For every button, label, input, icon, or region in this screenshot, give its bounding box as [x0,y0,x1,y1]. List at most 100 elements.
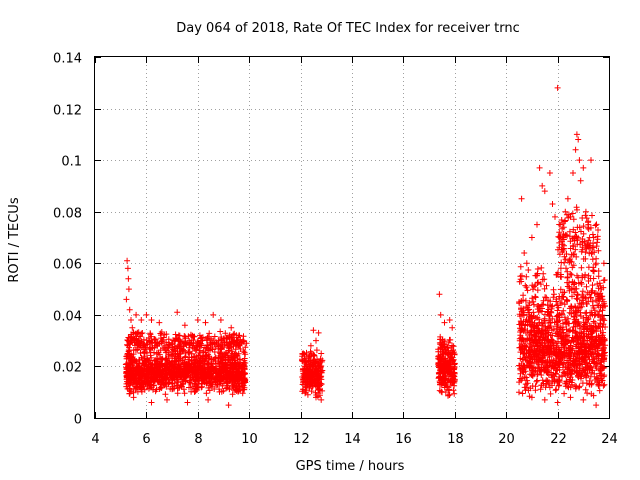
data-point [224,342,231,349]
data-point [561,289,568,296]
data-point [225,354,232,361]
data-point [169,383,176,390]
data-point [204,335,211,342]
data-point [181,322,188,329]
data-point [542,343,549,350]
data-point [177,372,184,379]
data-point [523,284,530,291]
data-point [600,382,607,389]
data-point [134,330,141,337]
data-point [182,333,189,340]
data-point [143,344,149,351]
data-point [526,331,533,338]
data-point [530,286,536,293]
y-tick-label: 0.04 [53,310,82,325]
data-point [584,326,591,332]
data-point [197,347,203,354]
data-point [588,381,595,388]
data-point [228,324,235,331]
data-point [585,316,592,322]
data-point [569,293,575,300]
data-point [585,221,592,228]
data-point [531,283,538,290]
data-point [528,312,535,319]
x-tick-label: 10 [241,432,258,447]
data-point [166,372,173,379]
data-point [162,370,169,377]
data-point [137,350,144,356]
data-point [589,231,596,238]
data-point [317,363,324,370]
data-point [206,375,213,382]
data-point [564,274,571,280]
data-point [536,164,543,171]
data-point [536,304,543,310]
data-point [533,347,540,354]
data-point [594,233,601,240]
data-point [147,330,154,337]
data-point [526,299,533,306]
data-point [226,334,233,341]
data-point [446,317,453,323]
data-point [577,177,584,184]
data-point [555,338,561,345]
data-point [559,234,566,241]
data-point [542,327,549,334]
data-point [194,357,201,364]
data-point [191,353,198,360]
data-point [574,224,581,231]
data-point [559,373,565,380]
data-point [222,330,229,337]
data-point [558,274,565,280]
data-point [125,286,132,293]
data-point [576,360,583,367]
data-point [575,136,582,143]
data-point [582,367,589,373]
data-point [540,270,547,277]
data-point [535,328,542,335]
data-point [179,338,186,345]
data-point [146,357,153,364]
data-point [560,224,567,231]
data-point [560,307,567,314]
data-point [159,336,166,343]
x-tick-label: 16 [395,432,412,447]
data-point [598,286,605,293]
data-point [534,221,540,228]
data-point [243,340,250,347]
data-point [588,157,594,164]
data-point [590,318,597,325]
data-point [583,309,590,316]
data-point [556,311,563,318]
data-point [148,317,155,323]
x-tick-label: 12 [293,432,310,447]
data-point [518,278,525,285]
data-point [300,386,306,393]
data-point [519,390,526,397]
data-point [541,340,548,347]
data-point [523,260,530,267]
data-point [556,366,563,373]
y-tick-label: 0.14 [53,52,82,67]
data-point [203,390,210,397]
data-point [126,306,133,313]
data-point [589,358,596,365]
data-point [554,84,561,91]
data-point [315,367,322,374]
data-point [302,358,309,365]
data-point [595,334,602,341]
data-point [537,281,544,288]
data-point [130,394,137,401]
data-point [136,364,143,371]
data-point [560,294,567,301]
data-point [307,342,314,349]
data-point [554,399,561,406]
data-point [573,354,580,360]
data-point [231,337,238,344]
data-point [549,201,556,207]
data-point [130,329,137,336]
data-point [438,342,445,349]
data-point [125,377,132,384]
data-point [532,294,539,301]
data-point [212,358,219,364]
